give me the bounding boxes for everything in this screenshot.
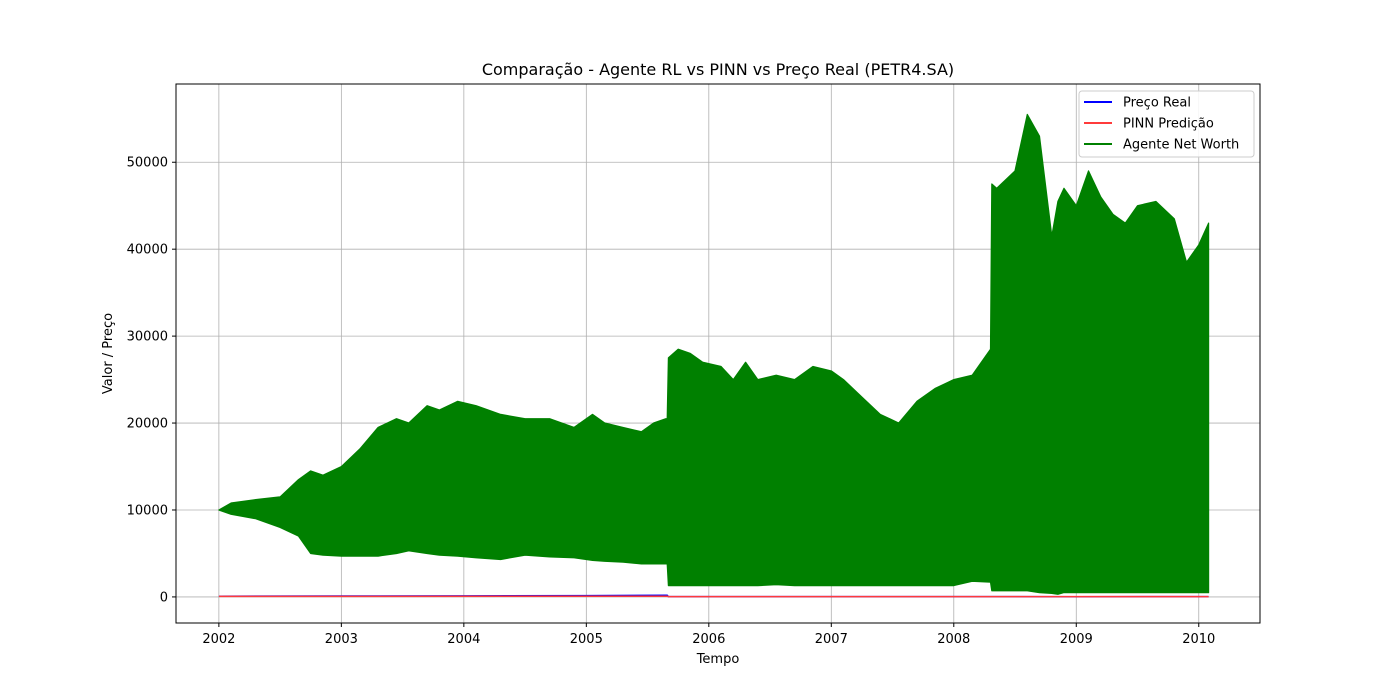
x-tick-label: 2005 (570, 632, 603, 647)
chart-title: Comparação - Agente RL vs PINN vs Preço … (482, 60, 954, 79)
x-tick-label: 2007 (815, 632, 848, 647)
y-tick-label: 10000 (127, 503, 168, 518)
y-tick-label: 30000 (127, 330, 168, 345)
legend-label: Agente Net Worth (1123, 138, 1239, 153)
x-axis-title: Tempo (696, 652, 740, 667)
y-tick-label: 0 (160, 590, 168, 605)
x-tick-label: 2004 (447, 632, 480, 647)
y-tick-label: 50000 (127, 156, 168, 171)
y-axis: 0 10000 20000 30000 40000 50000 (127, 156, 176, 605)
legend-label: Preço Real (1123, 96, 1191, 111)
plot-series (218, 113, 1210, 598)
plot-frame (175, 83, 1261, 624)
legend: Preço Real PINN Predição Agente Net Worth (1078, 90, 1255, 158)
x-tick-label: 2009 (1060, 632, 1093, 647)
x-tick-label: 2002 (202, 632, 235, 647)
y-tick-label: 40000 (127, 243, 168, 258)
x-tick-label: 2010 (1182, 632, 1215, 647)
y-axis-title: Valor / Preço (101, 313, 116, 394)
series-agente-net-worth (218, 113, 1210, 595)
x-tick-label: 2006 (692, 632, 725, 647)
x-axis: 2002 2003 2004 2005 2006 2007 2008 2009 2010 (202, 623, 1215, 647)
y-tick-label: 20000 (127, 417, 168, 432)
x-tick-label: 2003 (325, 632, 358, 647)
legend-label: PINN Predição (1123, 117, 1214, 132)
x-tick-label: 2008 (937, 632, 970, 647)
legend-box (1078, 90, 1255, 158)
